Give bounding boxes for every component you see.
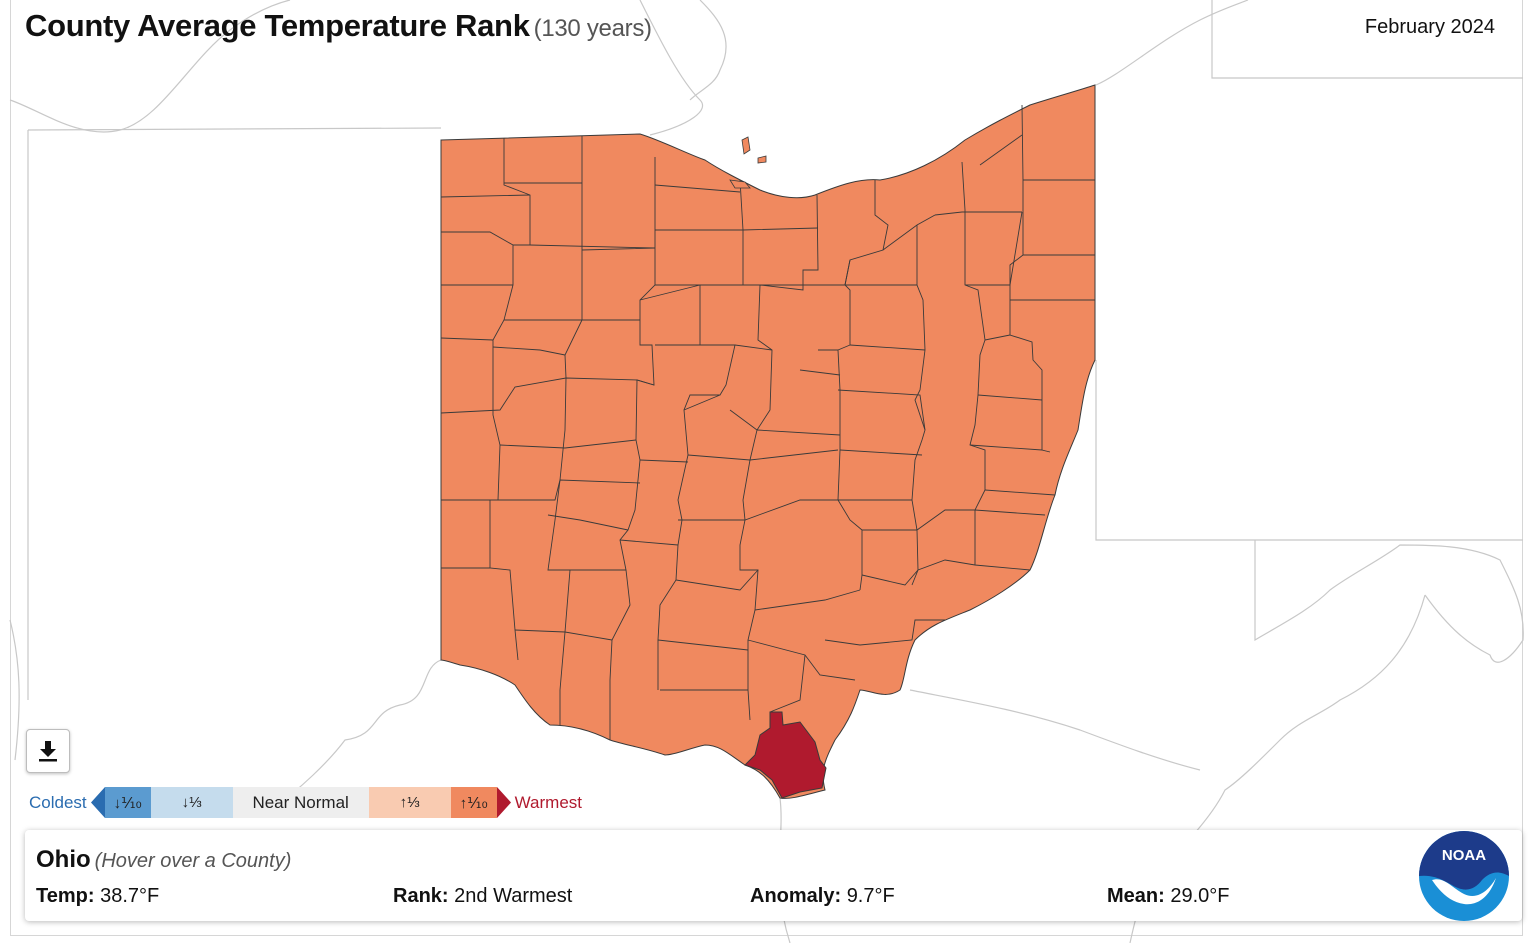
legend-item-above-third: ↑⅓	[368, 787, 451, 818]
legend-cold-arrow-icon	[90, 787, 105, 818]
download-icon	[39, 741, 57, 762]
chart-title: County Average Temperature Rank (130 year…	[25, 8, 652, 44]
info-heading: Ohio (Hover over a County)	[36, 846, 291, 874]
stat-temp-value: 38.7°F	[100, 885, 160, 907]
lake-islands	[729, 136, 767, 189]
stat-rank-label: Rank:	[393, 885, 449, 907]
stat-anomaly-value: 9.7°F	[846, 885, 895, 907]
download-button[interactable]	[26, 729, 70, 773]
legend-item-below-third: ↓⅓	[150, 787, 233, 818]
legend-coldest: Coldest	[29, 792, 87, 812]
title-text: County Average Temperature Rank	[25, 8, 530, 43]
stat-mean: Mean: 29.0°F	[1107, 885, 1230, 908]
stat-temp: Temp: 38.7°F	[36, 885, 159, 908]
stat-temp-label: Temp:	[36, 885, 95, 907]
stat-anomaly-label: Anomaly:	[750, 885, 842, 907]
stat-rank-value: 2nd Warmest	[454, 885, 573, 907]
stat-anomaly: Anomaly: 9.7°F	[750, 885, 895, 908]
noaa-logo-text: NOAA	[1442, 847, 1486, 864]
stat-mean-value: 29.0°F	[1170, 885, 1230, 907]
ohio-state-shape[interactable]	[440, 84, 1096, 799]
title-subtitle: (130 years)	[533, 15, 652, 42]
legend: Coldest ↓⅒ ↓⅓ Near Normal ↑⅓ ↑⅒ Warmest	[25, 787, 586, 818]
county-boundaries-h	[440, 179, 1095, 713]
noaa-logo: NOAA	[1419, 831, 1509, 921]
legend-item-coldest-tenth: ↓⅒	[104, 787, 151, 818]
info-panel: Ohio (Hover over a County) Temp: 38.7°F R…	[25, 830, 1522, 921]
info-region-name: Ohio	[36, 846, 91, 873]
legend-warmest: Warmest	[514, 792, 583, 812]
legend-warm-arrow-icon	[496, 787, 511, 818]
legend-item-warmest-tenth: ↑⅒	[450, 787, 497, 818]
period-label: February 2024	[1364, 16, 1495, 38]
legend-item-near-normal: Near Normal	[232, 787, 369, 818]
stat-rank: Rank: 2nd Warmest	[393, 885, 572, 908]
info-hint: (Hover over a County)	[94, 850, 292, 872]
county-warmest[interactable]	[744, 711, 827, 799]
stat-mean-label: Mean:	[1107, 885, 1165, 907]
